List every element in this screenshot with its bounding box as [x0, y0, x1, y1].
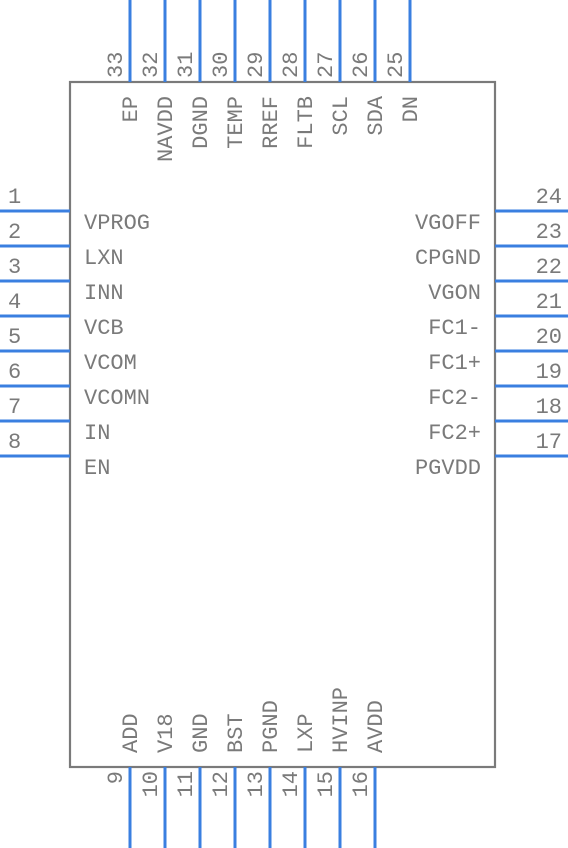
- pin-number: 30: [209, 52, 234, 78]
- pin-number: 20: [536, 325, 562, 350]
- pin-number: 14: [279, 771, 304, 797]
- pin-label: BST: [224, 713, 249, 753]
- pin-number: 24: [536, 185, 562, 210]
- pin-number: 9: [104, 771, 129, 784]
- pin-label: FC2+: [428, 421, 481, 446]
- pin-label: PGND: [259, 700, 284, 753]
- pin-label: INN: [84, 281, 124, 306]
- pin-number: 11: [174, 771, 199, 797]
- pin-number: 2: [8, 220, 21, 245]
- pin-number: 22: [536, 255, 562, 280]
- pin-number: 27: [314, 52, 339, 78]
- pin-label: TEMP: [224, 96, 249, 149]
- pin-label: AVDD: [364, 700, 389, 753]
- ic-pinout-diagram: 1 VPROG 2 LXN 3 INN 4 VCB 5 VCOM 6 VCOMN 7 IN 8 EN 24 VGO…: [0, 0, 568, 848]
- pin-number: 6: [8, 360, 21, 385]
- pin-label: VCB: [84, 316, 124, 341]
- pin-label: FC2-: [428, 386, 481, 411]
- pin-number: 16: [349, 771, 374, 797]
- pin-number: 3: [8, 255, 21, 280]
- pin-label: LXP: [294, 713, 319, 753]
- pin-number: 18: [536, 395, 562, 420]
- pin-number: 23: [536, 220, 562, 245]
- pin-label: VGON: [428, 281, 481, 306]
- pin-number: 31: [174, 52, 199, 78]
- pin-label: EP: [119, 96, 144, 122]
- pin-number: 1: [8, 185, 21, 210]
- pin-label: DN: [399, 96, 424, 122]
- pin-label: RREF: [259, 96, 284, 149]
- pin-label: FC1+: [428, 351, 481, 376]
- pin-number: 25: [384, 52, 409, 78]
- pin-label: DGND: [189, 96, 214, 149]
- pinout-svg: 1 VPROG 2 LXN 3 INN 4 VCB 5 VCOM 6 VCOMN 7 IN 8 EN 24 VGO…: [0, 0, 568, 848]
- pin-number: 13: [244, 771, 269, 797]
- pin-label: ADD: [119, 713, 144, 753]
- pin-number: 4: [8, 290, 21, 315]
- pin-number: 8: [8, 430, 21, 455]
- pin-label: FC1-: [428, 316, 481, 341]
- pin-number: 17: [536, 430, 562, 455]
- pin-number: 29: [244, 52, 269, 78]
- pin-number: 28: [279, 52, 304, 78]
- pin-label: NAVDD: [154, 96, 179, 162]
- pin-label: V18: [154, 713, 179, 753]
- pin-number: 19: [536, 360, 562, 385]
- pin-label: CPGND: [415, 246, 481, 271]
- pin-number: 32: [139, 52, 164, 78]
- pin-number: 26: [349, 52, 374, 78]
- pin-number: 10: [139, 771, 164, 797]
- pin-label: EN: [84, 456, 110, 481]
- pin-number: 5: [8, 325, 21, 350]
- pin-label: VPROG: [84, 211, 150, 236]
- pin-label: IN: [84, 421, 110, 446]
- pin-number: 12: [209, 771, 234, 797]
- pin-number: 7: [8, 395, 21, 420]
- pin-label: SDA: [364, 95, 389, 135]
- pin-label: PGVDD: [415, 456, 481, 481]
- pin-label: LXN: [84, 246, 124, 271]
- pin-label: VGOFF: [415, 211, 481, 236]
- pin-label: VCOMN: [84, 386, 150, 411]
- pin-number: 15: [314, 771, 339, 797]
- pin-label: SCL: [329, 96, 354, 136]
- pin-label: VCOM: [84, 351, 137, 376]
- pin-label: GND: [189, 713, 214, 753]
- pin-number: 33: [104, 52, 129, 78]
- pin-label: FLTB: [294, 96, 319, 149]
- pin-number: 21: [536, 290, 562, 315]
- pin-label: HVINP: [329, 687, 354, 753]
